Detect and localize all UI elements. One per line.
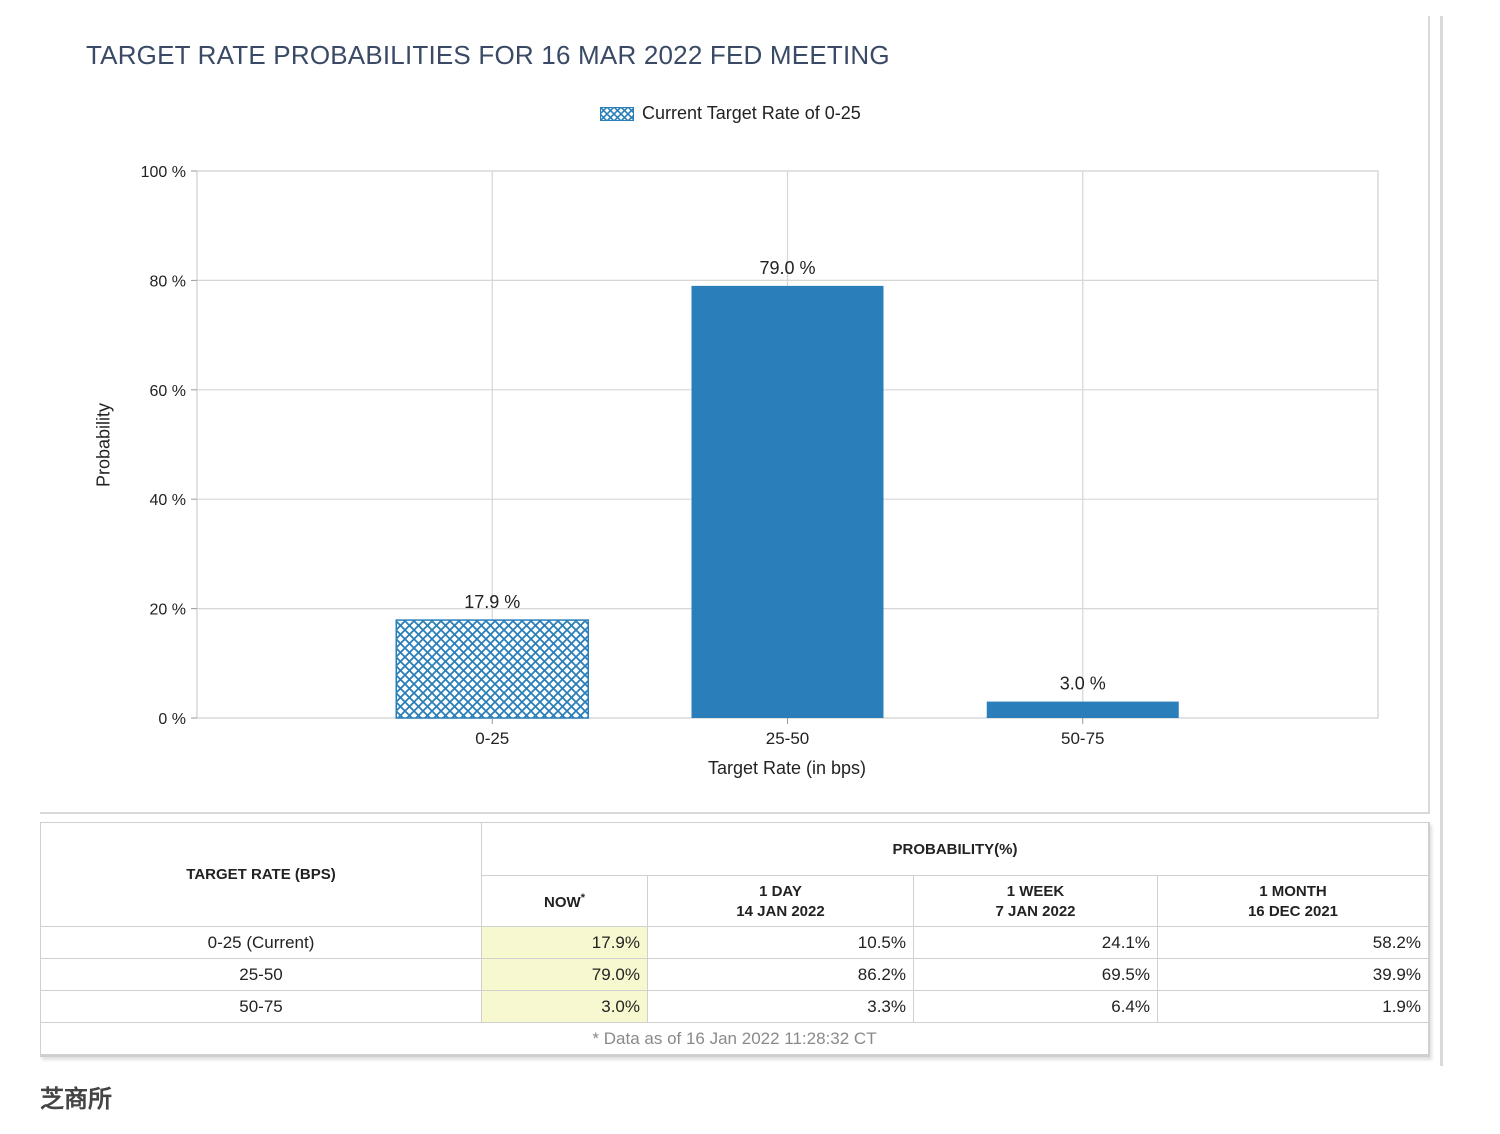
row-value-2: 69.5%	[913, 958, 1158, 991]
footnote: * Data as of 16 Jan 2022 11:28:32 CT	[40, 1022, 1429, 1055]
row-value-3: 58.2%	[1157, 926, 1429, 959]
y-tick-label: 40 %	[150, 492, 186, 509]
y-tick-label: 80 %	[150, 273, 186, 290]
row-rate: 50-75	[40, 990, 482, 1023]
row-value-3: 1.9%	[1157, 990, 1429, 1023]
bar-50-75	[986, 701, 1179, 718]
bars: 17.9 % 79.0 % 3.0 %	[395, 258, 1179, 719]
row-rate: 25-50	[40, 958, 482, 991]
x-tick-label-25-50: 25-50	[766, 729, 809, 748]
legend-hatch-swatch	[600, 107, 634, 121]
row-value-1: 86.2%	[647, 958, 914, 991]
column-header-line1: 1 WEEK	[1006, 882, 1065, 900]
y-tick-label: 20 %	[150, 602, 186, 619]
now-marker: *	[580, 891, 585, 904]
row-rate: 0-25 (Current)	[40, 926, 482, 959]
row-value-3: 39.9%	[1157, 958, 1429, 991]
probability-table: TARGET RATE (BPS) PROBABILITY(%) NOW* 1 D…	[40, 822, 1429, 1055]
column-header-line2: 7 JAN 2022	[995, 902, 1076, 920]
bar-25-50	[691, 285, 884, 718]
row-value-0: 3.0%	[481, 990, 648, 1023]
source-label: 芝商所	[40, 1085, 112, 1113]
column-header-line2: 16 DEC 2021	[1247, 902, 1339, 920]
data-label-0-25: 17.9 %	[464, 592, 520, 612]
row-value-0: 17.9%	[481, 926, 648, 959]
x-axis-title: Target Rate (in bps)	[707, 758, 867, 778]
column-header-2: 1 WEEK 7 JAN 2022	[913, 875, 1158, 927]
column-header-line1: 1 DAY	[759, 882, 802, 900]
column-header-line1: NOW	[544, 893, 581, 911]
y-axis-title: Probability	[93, 402, 114, 488]
table-row: 50-75 3.0% 3.3% 6.4% 1.9%	[40, 990, 1429, 1023]
data-label-50-75: 3.0 %	[1060, 674, 1106, 694]
column-header-line2: 14 JAN 2022	[736, 902, 825, 920]
row-value-1: 10.5%	[647, 926, 914, 959]
data-label-25-50: 79.0 %	[759, 258, 815, 278]
legend-label: Current Target Rate of 0-25	[642, 103, 861, 123]
y-tick-label: 0 %	[158, 711, 186, 728]
table-row: 25-50 79.0% 86.2% 69.5% 39.9%	[40, 958, 1429, 991]
x-axis: 0-25 25-50 50-75	[475, 718, 1104, 748]
chart-title: TARGET RATE PROBABILITIES FOR 16 MAR 202…	[86, 40, 890, 70]
bar-chart: 0 % 20 % 40 % 60 % 80 % 100 % 17.9 % 79.0 % 3.0…	[141, 164, 1379, 748]
y-tick-label: 100 %	[141, 164, 186, 181]
header-target-rate: TARGET RATE (BPS)	[40, 822, 482, 927]
x-tick-label-50-75: 50-75	[1061, 729, 1104, 748]
x-tick-label-0-25: 0-25	[475, 729, 509, 748]
row-value-0: 79.0%	[481, 958, 648, 991]
y-axis: 0 % 20 % 40 % 60 % 80 % 100 %	[141, 164, 197, 728]
bar-0-25	[395, 619, 589, 719]
header-probability: PROBABILITY(%)	[481, 822, 1429, 876]
probability-table-container: TARGET RATE (BPS) PROBABILITY(%) NOW* 1 D…	[40, 822, 1430, 1057]
column-header-line1: 1 MONTH	[1259, 882, 1327, 900]
table-row: 0-25 (Current) 17.9% 10.5% 24.1% 58.2%	[40, 926, 1429, 959]
legend: Current Target Rate of 0-25	[600, 103, 861, 124]
row-value-1: 3.3%	[647, 990, 914, 1023]
column-header-0: NOW*	[481, 875, 648, 927]
column-header-3: 1 MONTH 16 DEC 2021	[1157, 875, 1429, 927]
y-tick-label: 60 %	[150, 383, 186, 400]
row-value-2: 24.1%	[913, 926, 1158, 959]
row-value-2: 6.4%	[913, 990, 1158, 1023]
column-header-1: 1 DAY 14 JAN 2022	[647, 875, 914, 927]
outer-border	[1440, 16, 1443, 1066]
